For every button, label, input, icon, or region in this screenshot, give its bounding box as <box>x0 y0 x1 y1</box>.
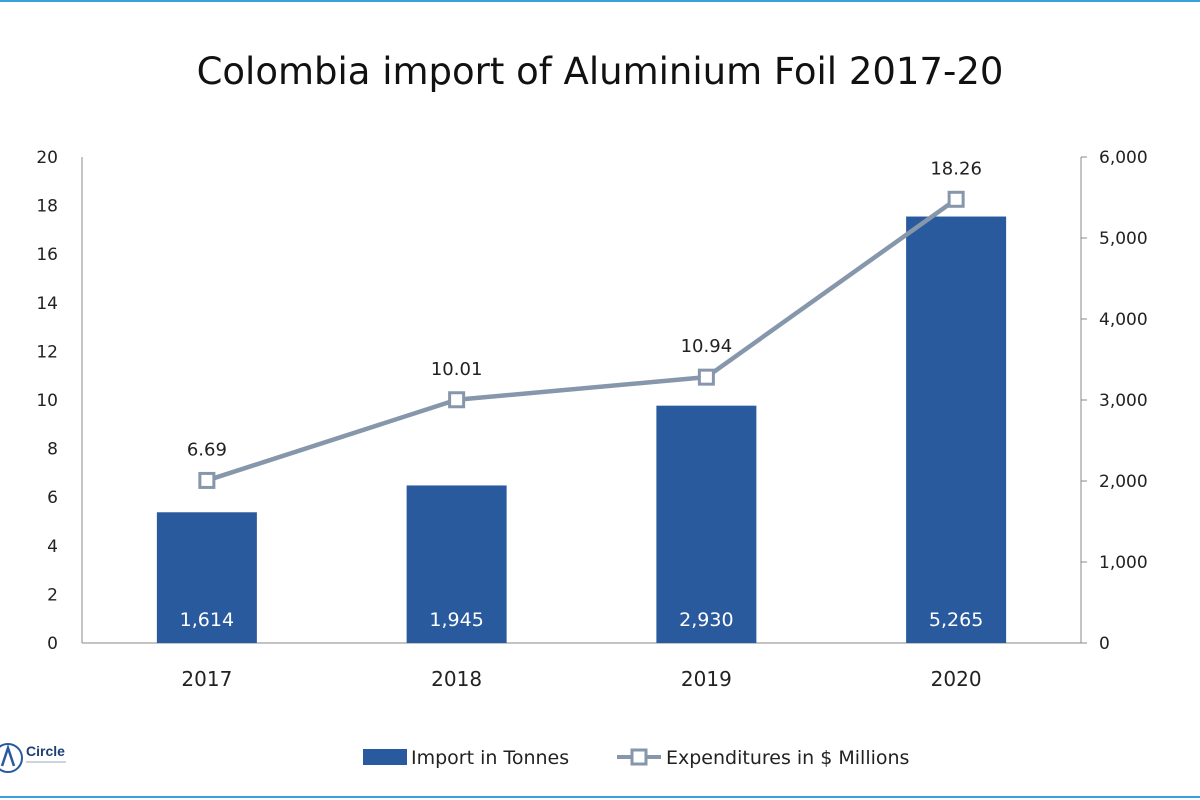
legend-line-label: Expenditures in $ Millions <box>666 747 909 769</box>
bar-value-label: 1,614 <box>180 609 234 631</box>
bar-2018 <box>406 485 507 643</box>
line-value-label: 10.01 <box>431 359 483 380</box>
line-value-label: 18.26 <box>930 158 982 179</box>
left-tick-label: 18 <box>36 197 58 217</box>
left-tick-label: 6 <box>47 488 58 508</box>
expenditure-line <box>206 197 958 483</box>
right-tick-label: 4,000 <box>1099 310 1148 330</box>
bar-value-label: 5,265 <box>929 609 983 631</box>
left-tick-label: 4 <box>47 537 58 557</box>
x-tick-label: 2018 <box>431 667 482 691</box>
line-value-label: 10.94 <box>681 336 733 357</box>
legend-bar-swatch <box>363 749 407 765</box>
chart-title: Colombia import of Aluminium Foil 2017-2… <box>196 50 1004 93</box>
left-tick-label: 2 <box>47 585 58 605</box>
right-tick-label: 5,000 <box>1099 229 1148 249</box>
left-tick-label: 14 <box>36 294 58 314</box>
line-point-2020 <box>947 190 965 208</box>
x-tick-label: 2019 <box>681 667 732 691</box>
right-tick-label: 1,000 <box>1099 553 1148 573</box>
line-point-2017 <box>198 471 216 489</box>
left-tick-label: 12 <box>36 342 58 362</box>
top-border <box>0 0 1200 2</box>
bar-value-label: 2,930 <box>679 609 733 631</box>
legend-bar-label: Import in Tonnes <box>411 747 569 769</box>
logo-text: Circle <box>26 743 65 759</box>
left-tick-label: 8 <box>47 440 58 460</box>
right-tick-label: 2,000 <box>1099 472 1148 492</box>
line-point-2018 <box>448 391 466 409</box>
right-tick-label: 3,000 <box>1099 391 1148 411</box>
left-tick-label: 10 <box>36 391 58 411</box>
left-tick-label: 16 <box>36 245 58 265</box>
right-tick-label: 0 <box>1099 634 1110 654</box>
left-tick-label: 20 <box>36 148 58 168</box>
line-point-2019 <box>697 368 715 386</box>
right-tick-label: 6,000 <box>1099 148 1148 168</box>
legend-line-marker <box>630 748 648 766</box>
alcircle-logo: Circle <box>0 736 80 786</box>
bar-2020 <box>906 216 1007 643</box>
bottom-border <box>0 796 1200 798</box>
x-tick-label: 2017 <box>181 667 232 691</box>
line-value-label: 6.69 <box>187 439 227 460</box>
left-tick-label: 0 <box>47 634 58 654</box>
bar-2019 <box>656 405 757 643</box>
bar-value-label: 1,945 <box>429 609 483 631</box>
bar-2017 <box>156 512 257 643</box>
x-tick-label: 2020 <box>931 667 982 691</box>
